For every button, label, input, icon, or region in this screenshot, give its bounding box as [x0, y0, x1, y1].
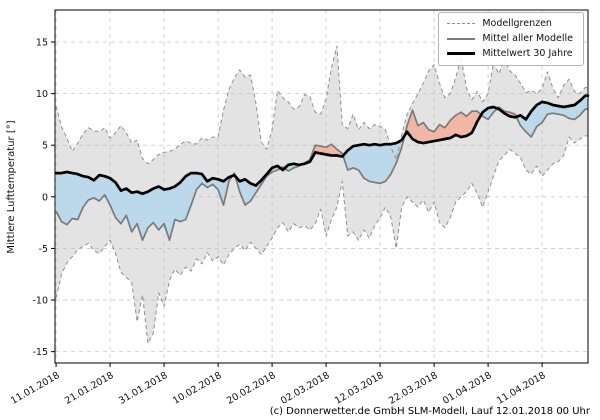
- gray-line-swatch-icon: [447, 37, 476, 40]
- legend-label-model-bounds: Modellgrenzen: [482, 18, 552, 29]
- legend-label-model-mean: Mittel aller Modelle: [482, 33, 573, 44]
- model-lower-bound-line: [55, 135, 588, 344]
- x-axis-tick-label: 12.03.2018: [333, 370, 386, 407]
- y-axis-tick-label: -15: [32, 347, 48, 358]
- colder-than-normal-area: [235, 165, 281, 206]
- plot-frame: [54, 9, 589, 364]
- dashed-line-swatch-icon: [447, 23, 476, 24]
- black-line-swatch-icon: [447, 52, 476, 55]
- model-upper-bound-line: [55, 45, 588, 165]
- y-axis-tick-label: 5: [42, 141, 48, 152]
- colder-than-normal-area: [56, 172, 233, 241]
- thirty-year-mean-line: [54, 94, 590, 196]
- model-mean-line: [55, 106, 588, 242]
- x-axis-tick-label: 31.01.2018: [117, 370, 170, 407]
- x-axis-tick-label: 01.04.2018: [441, 370, 494, 407]
- x-axis-tick-label: 11.04.2018: [495, 370, 548, 407]
- copyright-caption: (c) Donnerwetter.de GmbH SLM-Modell, Lau…: [269, 406, 590, 417]
- legend-label-30yr-mean: Mittelwert 30 Jahre: [482, 48, 573, 59]
- legend-item-model-mean: Mittel aller Modelle: [447, 33, 573, 44]
- colder-than-normal-area: [343, 135, 405, 184]
- y-axis-tick-label: 15: [36, 37, 48, 48]
- warmer-than-normal-area: [301, 144, 343, 165]
- legend-item-30yr-mean: Mittelwert 30 Jahre: [447, 48, 573, 59]
- legend-item-model-bounds: Modellgrenzen: [447, 18, 573, 29]
- y-axis-tick-label: -5: [39, 244, 48, 255]
- x-axis-tick-label: 11.01.2018: [9, 370, 62, 407]
- x-axis-tick-label: 02.03.2018: [279, 370, 332, 407]
- y-axis-tick-label: 10: [36, 89, 48, 100]
- colder-than-normal-area: [481, 107, 498, 120]
- x-axis-tick-label: 20.02.2018: [225, 370, 278, 407]
- legend: Modellgrenzen Mittel aller Modelle Mitte…: [438, 12, 584, 66]
- y-axis-title: Mittlere Lufttemperatur [°]: [6, 120, 17, 253]
- y-axis-tick-label: 0: [42, 192, 48, 203]
- x-axis-tick-label: 10.02.2018: [171, 370, 224, 407]
- y-axis-tick-label: -10: [32, 296, 48, 307]
- x-axis-tick-label: 21.01.2018: [63, 370, 116, 407]
- x-axis-tick-label: 22.03.2018: [387, 370, 440, 407]
